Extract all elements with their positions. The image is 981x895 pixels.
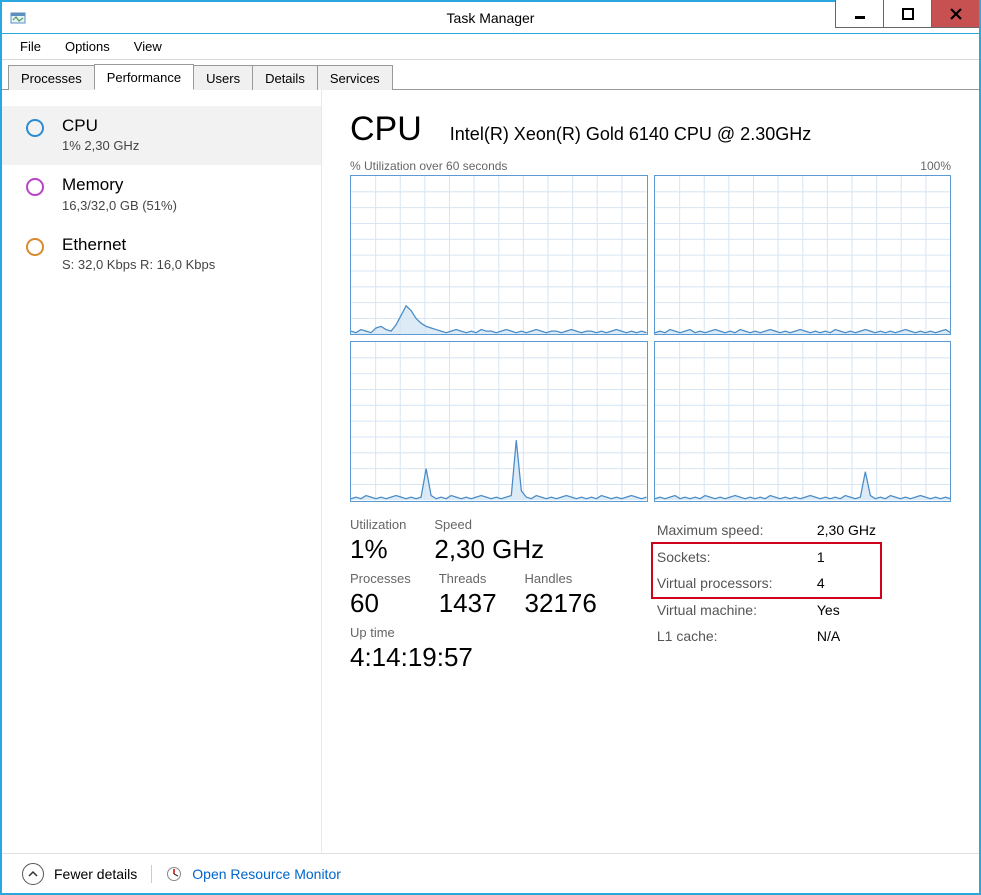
detail-pane: CPU Intel(R) Xeon(R) Gold 6140 CPU @ 2.3…: [322, 90, 979, 853]
sidebar-ethernet-sub: S: 32,0 Kbps R: 16,0 Kbps: [62, 257, 215, 272]
stats-left: Utilization 1% Speed 2,30 GHz Processes …: [350, 517, 597, 679]
stats-area: Utilization 1% Speed 2,30 GHz Processes …: [350, 517, 951, 679]
window-controls: [835, 2, 979, 33]
info-table: Maximum speed: 2,30 GHz Sockets: 1 Virtu…: [657, 517, 876, 650]
tab-details[interactable]: Details: [252, 65, 318, 90]
sidebar-ethernet-text: Ethernet S: 32,0 Kbps R: 16,0 Kbps: [62, 235, 215, 272]
content-area: CPU 1% 2,30 GHz Memory 16,3/32,0 GB (51%…: [2, 90, 979, 853]
sidebar-memory-sub: 16,3/32,0 GB (51%): [62, 198, 177, 213]
stat-utilization-label: Utilization: [350, 517, 406, 532]
info-sockets-label: Sockets:: [657, 544, 807, 571]
cpu-chart-3[interactable]: [654, 341, 952, 501]
performance-sidebar: CPU 1% 2,30 GHz Memory 16,3/32,0 GB (51%…: [2, 90, 322, 853]
info-l1-label: L1 cache:: [657, 623, 807, 650]
sidebar-memory-title: Memory: [62, 175, 177, 195]
app-icon: [10, 10, 26, 26]
menubar: File Options View: [2, 34, 979, 60]
sidebar-item-memory[interactable]: Memory 16,3/32,0 GB (51%): [2, 165, 321, 224]
resource-monitor-icon: [166, 866, 182, 882]
info-sockets-value: 1: [817, 544, 825, 571]
stat-threads-value: 1437: [439, 588, 497, 619]
info-l1: L1 cache: N/A: [657, 623, 876, 650]
ethernet-icon: [26, 238, 44, 256]
sidebar-cpu-text: CPU 1% 2,30 GHz: [62, 116, 139, 153]
chart-axis-labels: % Utilization over 60 seconds 100%: [350, 159, 951, 173]
info-vm-label: Virtual machine:: [657, 597, 807, 624]
stat-uptime-value: 4:14:19:57: [350, 642, 473, 673]
detail-model: Intel(R) Xeon(R) Gold 6140 CPU @ 2.30GHz: [450, 124, 811, 145]
tab-users[interactable]: Users: [193, 65, 253, 90]
info-l1-value: N/A: [817, 623, 840, 650]
cpu-chart-0[interactable]: [350, 175, 648, 335]
chevron-up-icon: [28, 869, 38, 879]
tab-services[interactable]: Services: [317, 65, 393, 90]
fewer-details-label[interactable]: Fewer details: [54, 866, 137, 882]
stat-processes: Processes 60: [350, 571, 411, 619]
stat-utilization: Utilization 1%: [350, 517, 406, 565]
stat-speed: Speed 2,30 GHz: [434, 517, 544, 565]
tab-strip: Processes Performance Users Details Serv…: [2, 60, 979, 90]
minimize-button[interactable]: [835, 0, 883, 28]
info-vprocs: Virtual processors: 4: [657, 570, 876, 597]
menu-view[interactable]: View: [124, 36, 172, 57]
maximize-button[interactable]: [883, 0, 931, 28]
minimize-icon: [854, 8, 866, 20]
chart-label-right: 100%: [920, 159, 951, 173]
menu-file[interactable]: File: [10, 36, 51, 57]
cpu-icon: [26, 119, 44, 137]
info-vprocs-label: Virtual processors:: [657, 570, 807, 597]
task-manager-window: Task Manager File Options View Processes…: [0, 0, 981, 895]
maximize-icon: [902, 8, 914, 20]
cpu-chart-2[interactable]: [350, 341, 648, 501]
stat-uptime: Up time 4:14:19:57: [350, 625, 473, 673]
sidebar-ethernet-title: Ethernet: [62, 235, 215, 255]
stat-speed-value: 2,30 GHz: [434, 534, 544, 565]
window-title: Task Manager: [2, 10, 979, 26]
highlight-box: Sockets: 1 Virtual processors: 4: [651, 542, 882, 599]
sidebar-cpu-title: CPU: [62, 116, 139, 136]
stat-threads: Threads 1437: [439, 571, 497, 619]
info-vm-value: Yes: [817, 597, 840, 624]
info-max-speed-value: 2,30 GHz: [817, 517, 876, 544]
stat-uptime-label: Up time: [350, 625, 473, 640]
footer-separator: [151, 865, 152, 883]
cpu-charts-grid: [350, 175, 951, 495]
sidebar-memory-text: Memory 16,3/32,0 GB (51%): [62, 175, 177, 212]
close-icon: [950, 8, 962, 20]
menu-options[interactable]: Options: [55, 36, 120, 57]
stat-handles: Handles 32176: [525, 571, 597, 619]
info-max-speed-label: Maximum speed:: [657, 517, 807, 544]
cpu-chart-1[interactable]: [654, 175, 952, 335]
detail-header: CPU Intel(R) Xeon(R) Gold 6140 CPU @ 2.3…: [350, 110, 951, 149]
chart-label-left: % Utilization over 60 seconds: [350, 159, 507, 173]
tab-performance[interactable]: Performance: [94, 64, 194, 90]
detail-title: CPU: [350, 110, 422, 149]
info-max-speed: Maximum speed: 2,30 GHz: [657, 517, 876, 544]
sidebar-item-cpu[interactable]: CPU 1% 2,30 GHz: [2, 106, 321, 165]
info-sockets: Sockets: 1: [657, 544, 876, 571]
open-resource-monitor-link[interactable]: Open Resource Monitor: [192, 866, 341, 882]
stat-speed-label: Speed: [434, 517, 544, 532]
memory-icon: [26, 178, 44, 196]
stat-handles-label: Handles: [525, 571, 597, 586]
tab-processes[interactable]: Processes: [8, 65, 95, 90]
stat-handles-value: 32176: [525, 588, 597, 619]
sidebar-cpu-sub: 1% 2,30 GHz: [62, 138, 139, 153]
titlebar: Task Manager: [2, 2, 979, 34]
stat-utilization-value: 1%: [350, 534, 406, 565]
stat-threads-label: Threads: [439, 571, 497, 586]
sidebar-item-ethernet[interactable]: Ethernet S: 32,0 Kbps R: 16,0 Kbps: [2, 225, 321, 284]
footer: Fewer details Open Resource Monitor: [2, 853, 979, 893]
fewer-details-button[interactable]: [22, 863, 44, 885]
stat-processes-value: 60: [350, 588, 411, 619]
stats-right: Maximum speed: 2,30 GHz Sockets: 1 Virtu…: [657, 517, 876, 679]
stat-processes-label: Processes: [350, 571, 411, 586]
info-vm: Virtual machine: Yes: [657, 597, 876, 624]
info-vprocs-value: 4: [817, 570, 825, 597]
close-button[interactable]: [931, 0, 979, 28]
